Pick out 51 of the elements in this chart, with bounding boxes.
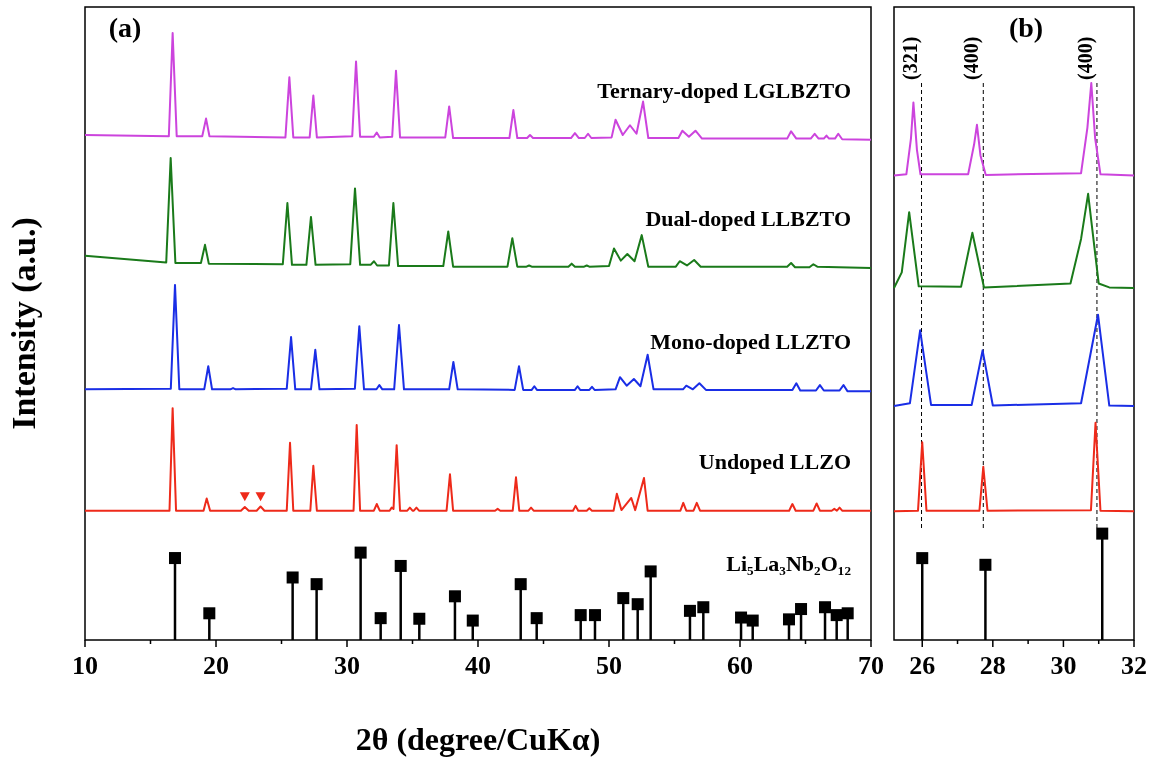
annotation: (a) <box>108 12 142 43</box>
point <box>841 607 854 620</box>
x-tick-label: 30 <box>1050 651 1077 680</box>
x-axis-title: 2θ (degree/CuKα) <box>355 721 601 757</box>
x-tick-label: 30 <box>334 651 360 680</box>
point <box>617 592 630 605</box>
point <box>644 565 657 578</box>
series-label: Undoped LLZO <box>698 448 851 474</box>
text: (b) <box>1008 12 1044 43</box>
point <box>286 571 299 584</box>
series-label: Dual-doped LLBZTO <box>645 205 851 231</box>
point <box>588 609 601 622</box>
point <box>255 492 266 502</box>
point <box>413 612 426 625</box>
point <box>683 604 696 617</box>
point <box>374 612 387 625</box>
point <box>310 578 323 591</box>
point <box>574 609 587 622</box>
x-tick-label: 60 <box>727 651 753 680</box>
series-label: Mono-doped LLZTO <box>650 329 851 355</box>
annotation: (321) <box>898 36 922 80</box>
point <box>514 578 527 591</box>
x-tick-label: 70 <box>858 651 884 680</box>
y-axis-title: Intensity (a.u.) <box>5 217 43 430</box>
point <box>448 590 461 603</box>
series-label: Li₅La₃Nb₂O₁₂ <box>726 551 852 577</box>
point <box>631 598 644 611</box>
point <box>746 614 759 627</box>
x-tick-label: 50 <box>596 651 622 680</box>
annotation: (400) <box>1073 36 1097 80</box>
x-tick-label: 32 <box>1121 651 1147 680</box>
x-tick-label: 28 <box>979 651 1006 680</box>
series-label: Ternary-doped LGLBZTO <box>597 77 851 103</box>
annotation: (400) <box>960 36 984 80</box>
point <box>697 601 710 614</box>
point <box>530 612 543 625</box>
point <box>394 559 407 572</box>
point <box>203 607 216 620</box>
point <box>239 492 250 502</box>
point <box>795 603 808 616</box>
point <box>782 613 795 626</box>
point <box>169 552 181 565</box>
x-tick-label: 20 <box>203 651 229 680</box>
point <box>830 609 843 622</box>
x-tick-label: 40 <box>465 651 491 680</box>
point <box>466 614 479 627</box>
point <box>354 546 367 559</box>
point <box>735 611 748 624</box>
point <box>819 601 832 614</box>
x-tick-label: 26 <box>909 651 936 680</box>
x-tick-label: 10 <box>72 651 98 680</box>
